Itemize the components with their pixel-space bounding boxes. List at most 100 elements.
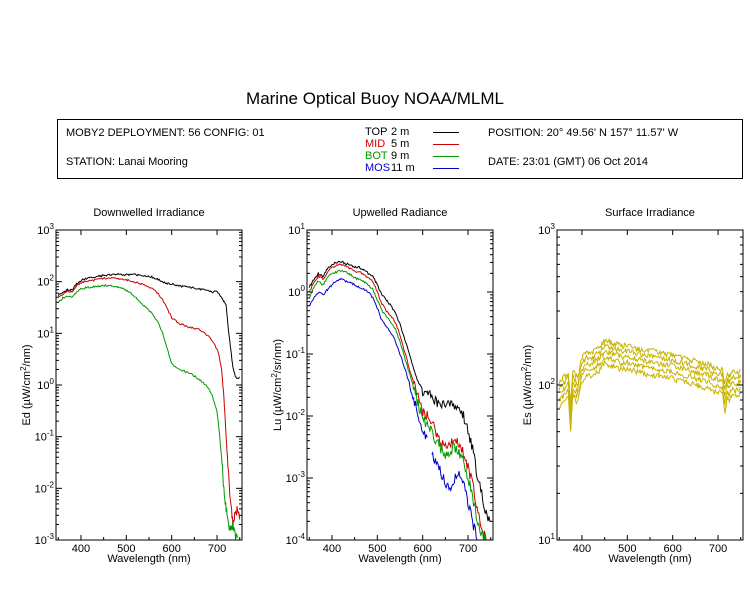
y-tick-base: 10 <box>286 473 298 485</box>
y-axis-label-main: Es (µW/cm <box>522 371 534 425</box>
series-line-mid <box>308 263 487 540</box>
y-tick-exponent: -2 <box>47 480 55 489</box>
y-tick-exponent: 0 <box>301 284 306 293</box>
y-tick-label: 102 <box>538 377 555 392</box>
series-line-es <box>558 337 741 407</box>
y-tick-base: 10 <box>538 380 550 392</box>
y-tick-base: 10 <box>538 225 550 237</box>
y-tick-exponent: 1 <box>50 325 55 334</box>
y-tick-label: 101 <box>37 325 54 340</box>
series-line-mos <box>431 451 478 540</box>
series-line-top <box>308 260 491 522</box>
series-line-top <box>57 272 240 379</box>
plot-frame <box>556 229 744 541</box>
y-tick-label: 10-2 <box>286 408 306 423</box>
x-tick-label: 400 <box>72 543 90 555</box>
series-line-mos <box>309 277 428 440</box>
x-tick-label: 700 <box>208 543 226 555</box>
chart-main-title: Marine Optical Buoy NOAA/MLML <box>246 89 504 108</box>
y-tick-base: 10 <box>288 287 300 299</box>
legend-depth: 9 m <box>391 150 410 162</box>
y-tick-exponent: -1 <box>47 429 55 438</box>
y-tick-label: 10-4 <box>286 532 306 547</box>
y-tick-base: 10 <box>37 380 49 392</box>
y-tick-label: 10-3 <box>286 470 306 485</box>
y-tick-exponent: 1 <box>301 222 306 231</box>
y-axis-label-sup: 2 <box>270 373 279 378</box>
y-tick-exponent: -1 <box>298 346 306 355</box>
x-tick-label: 400 <box>323 543 341 555</box>
deployment-text: MOBY2 DEPLOYMENT: 56 CONFIG: 01 <box>66 127 265 139</box>
x-axis-label: Wavelength (nm) <box>608 553 691 565</box>
y-tick-exponent: 3 <box>551 222 556 231</box>
y-tick-base: 10 <box>286 411 298 423</box>
panel-title: Downwelled Irradiance <box>93 207 204 219</box>
x-tick-label: 500 <box>618 543 636 555</box>
panel-title: Surface Irradiance <box>605 207 695 219</box>
y-tick-base: 10 <box>538 535 550 547</box>
y-tick-base: 10 <box>37 328 49 340</box>
x-tick-label: 400 <box>573 543 591 555</box>
legend-line-swatch <box>433 156 459 157</box>
y-tick-base: 10 <box>37 277 49 289</box>
y-tick-label: 103 <box>538 222 555 237</box>
y-axis-label-main: Lu (µW/cm <box>272 378 284 431</box>
legend-depth: 5 m <box>391 138 410 150</box>
y-axis-label-sup: 2 <box>19 366 28 371</box>
y-tick-base: 10 <box>35 432 47 444</box>
x-tick-label: 500 <box>117 543 135 555</box>
y-axis-label-sup: 2 <box>520 366 529 371</box>
y-tick-base: 10 <box>286 349 298 361</box>
legend-name: BOT <box>365 150 388 162</box>
y-tick-label: 10-2 <box>35 480 55 495</box>
y-tick-base: 10 <box>286 535 298 547</box>
series-line-es <box>559 350 742 416</box>
y-axis-label: Es (µW/cm2/nm) <box>520 345 534 425</box>
y-tick-label: 101 <box>288 222 305 237</box>
y-tick-label: 100 <box>288 284 305 299</box>
series-line-bot <box>308 269 487 540</box>
y-tick-label: 10-3 <box>35 532 55 547</box>
y-tick-exponent: 1 <box>551 532 556 541</box>
date-text: DATE: 23:01 (GMT) 06 Oct 2014 <box>488 156 648 168</box>
legend-line-swatch <box>433 144 459 145</box>
y-tick-exponent: -4 <box>298 532 306 541</box>
y-tick-label: 100 <box>37 377 54 392</box>
y-tick-label: 101 <box>538 532 555 547</box>
legend-line-swatch <box>433 168 459 169</box>
x-tick-label: 600 <box>163 543 181 555</box>
station-text: STATION: Lanai Mooring <box>66 156 188 168</box>
legend-line-swatch <box>433 132 459 133</box>
y-tick-exponent: -3 <box>47 532 55 541</box>
x-tick-label: 700 <box>709 543 727 555</box>
y-tick-base: 10 <box>35 483 47 495</box>
legend-depth: 2 m <box>391 126 410 138</box>
y-tick-exponent: 2 <box>50 274 55 283</box>
x-tick-label: 600 <box>664 543 682 555</box>
legend-name: MID <box>365 138 386 150</box>
x-axis-label: Wavelength (nm) <box>107 553 190 565</box>
y-axis-label-end: /nm) <box>522 345 534 367</box>
y-tick-exponent: 2 <box>551 377 556 386</box>
y-axis-label: Lu (µW/cm2/sr/nm) <box>270 339 284 431</box>
position-text: POSITION: 20° 49.56' N 157° 11.57' W <box>488 127 679 139</box>
y-tick-base: 10 <box>37 225 49 237</box>
x-tick-label: 500 <box>368 543 386 555</box>
y-tick-label: 102 <box>37 274 54 289</box>
series-line-es <box>558 354 742 424</box>
series-line-es <box>558 359 742 432</box>
y-tick-exponent: -3 <box>298 470 306 479</box>
y-tick-label: 10-1 <box>35 429 55 444</box>
y-axis-label-end: /nm) <box>21 344 33 366</box>
plot-frame <box>306 229 494 541</box>
legend-depth: 11 m <box>391 162 415 174</box>
legend-name: TOP <box>365 126 388 138</box>
x-axis-label: Wavelength (nm) <box>358 553 441 565</box>
series-line-mid <box>58 276 241 527</box>
y-tick-base: 10 <box>288 225 300 237</box>
y-tick-label: 10-1 <box>286 346 306 361</box>
